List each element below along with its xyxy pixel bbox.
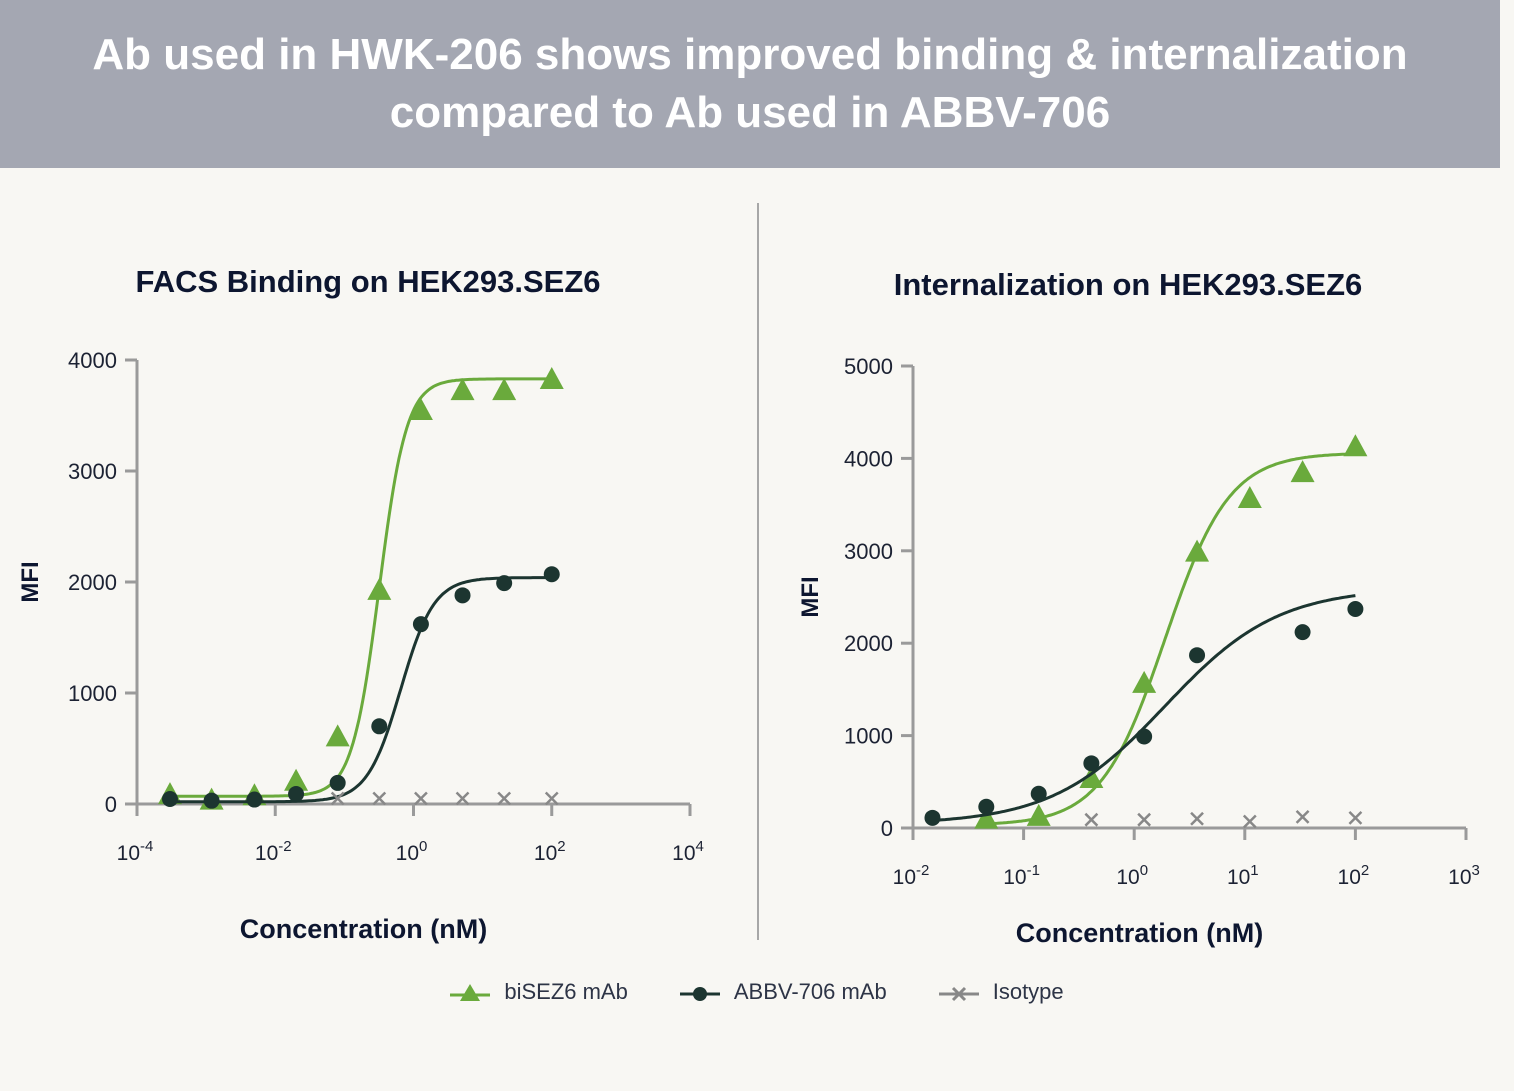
series-isotype xyxy=(1084,810,1363,829)
y-tick-label: 3000 xyxy=(68,459,117,484)
x-tick-label: 10-2 xyxy=(255,838,292,865)
data-point xyxy=(543,566,560,583)
series-abbv-706-mab xyxy=(161,566,560,809)
legend-label-abbv706: ABBV-706 mAb xyxy=(733,979,887,1004)
y-tick-label: 4000 xyxy=(844,446,893,471)
series-isotype xyxy=(330,791,559,806)
y-tick-label: 1000 xyxy=(68,681,117,706)
data-point xyxy=(325,724,350,747)
data-point xyxy=(1084,812,1099,827)
header-title-line1: Ab used in HWK-206 shows improved bindin… xyxy=(92,30,1408,79)
data-point xyxy=(539,366,564,389)
data-point xyxy=(414,791,428,806)
data-point xyxy=(924,809,941,826)
panel-divider xyxy=(757,203,759,940)
legend-item-abbv706: ABBV-706 mAb xyxy=(679,979,887,1005)
data-point xyxy=(1242,814,1257,829)
data-point xyxy=(1137,812,1152,827)
fit-curve xyxy=(986,452,1356,826)
data-point xyxy=(1132,670,1157,693)
data-point xyxy=(974,806,999,829)
data-point xyxy=(1295,810,1310,824)
data-point xyxy=(455,791,470,806)
chart-title: Internalization on HEK293.SEZ6 xyxy=(894,267,1363,302)
x-axis-label: Concentration (nM) xyxy=(240,914,487,944)
y-tick-label: 5000 xyxy=(844,354,893,379)
data-point xyxy=(497,791,512,806)
fit-curve xyxy=(170,576,552,804)
x-axis-label: Concentration (nM) xyxy=(1016,918,1263,948)
legend-marker-cross-icon xyxy=(938,986,979,1002)
data-point xyxy=(1189,647,1206,664)
x-tick-label: 10-4 xyxy=(117,838,154,865)
header-banner: Ab used in HWK-206 shows improved bindin… xyxy=(0,0,1500,168)
y-tick-label: 3000 xyxy=(844,539,893,564)
x-tick-label: 104 xyxy=(672,838,704,865)
data-point xyxy=(1347,601,1364,618)
x-tick-label: 103 xyxy=(1448,862,1480,889)
data-point xyxy=(1136,728,1153,745)
legend-marker-circle-icon xyxy=(679,987,720,1001)
data-point xyxy=(367,577,392,600)
legend-item-bisez6: biSEZ6 mAb xyxy=(450,979,628,1005)
series-bisez6-mab xyxy=(974,434,1368,829)
data-point xyxy=(288,786,305,803)
fit-curve xyxy=(170,377,552,798)
legend-label-bisez6: biSEZ6 mAb xyxy=(504,979,628,1004)
data-point xyxy=(1190,811,1204,826)
data-point xyxy=(496,575,513,592)
x-tick-label: 102 xyxy=(534,838,566,865)
data-point xyxy=(1343,434,1368,457)
data-point xyxy=(412,616,429,633)
data-point xyxy=(284,768,309,791)
data-point xyxy=(1237,486,1262,509)
data-point xyxy=(1185,539,1210,562)
chart-title: FACS Binding on HEK293.SEZ6 xyxy=(135,264,600,299)
data-point xyxy=(408,398,433,421)
data-point xyxy=(330,791,345,806)
series-abbv-706-mab xyxy=(924,594,1364,826)
data-point xyxy=(1030,785,1047,802)
data-point xyxy=(372,791,387,806)
data-point xyxy=(450,378,475,401)
y-axis-label: MFI xyxy=(797,576,824,617)
y-tick-label: 2000 xyxy=(844,631,893,656)
data-point xyxy=(454,587,471,604)
data-point xyxy=(1348,810,1363,825)
header-title-line2: compared to Ab used in ABBV-706 xyxy=(389,88,1111,137)
legend-item-isotype: Isotype xyxy=(938,979,1064,1005)
data-point xyxy=(203,792,220,809)
data-point xyxy=(371,718,388,735)
data-point xyxy=(1290,460,1315,483)
data-point xyxy=(978,798,995,815)
y-tick-label: 0 xyxy=(105,792,117,817)
x-tick-label: 101 xyxy=(1227,862,1259,889)
x-tick-label: 10-2 xyxy=(893,862,930,889)
chart-1: FACS Binding on HEK293.SEZ6 0 1000 2000 3000… xyxy=(17,264,704,944)
data-point xyxy=(329,774,346,791)
x-tick-label: 102 xyxy=(1338,862,1370,889)
data-point xyxy=(544,791,559,806)
legend-marker-triangle-icon xyxy=(450,984,491,1001)
x-tick-label: 100 xyxy=(396,838,428,865)
data-point xyxy=(246,791,263,808)
data-point xyxy=(1026,803,1051,826)
chart-2: Internalization on HEK293.SEZ6 0 1000 2000 3… xyxy=(797,267,1480,948)
data-point xyxy=(161,791,178,808)
y-tick-label: 0 xyxy=(881,816,893,841)
y-tick-label: 1000 xyxy=(844,724,893,749)
x-tick-label: 10-1 xyxy=(1003,862,1040,889)
fit-curve xyxy=(932,594,1356,822)
legend: biSEZ6 mAb ABBV-706 mAb Isotype xyxy=(0,975,1514,1009)
y-axis-label: MFI xyxy=(17,561,44,602)
x-tick-label: 100 xyxy=(1116,862,1148,889)
legend-label-isotype: Isotype xyxy=(992,979,1064,1004)
data-point xyxy=(1083,755,1100,772)
y-tick-label: 4000 xyxy=(68,348,117,373)
data-point xyxy=(1294,624,1311,641)
y-tick-label: 2000 xyxy=(68,570,117,595)
data-point xyxy=(1079,766,1104,789)
data-point xyxy=(492,378,517,401)
